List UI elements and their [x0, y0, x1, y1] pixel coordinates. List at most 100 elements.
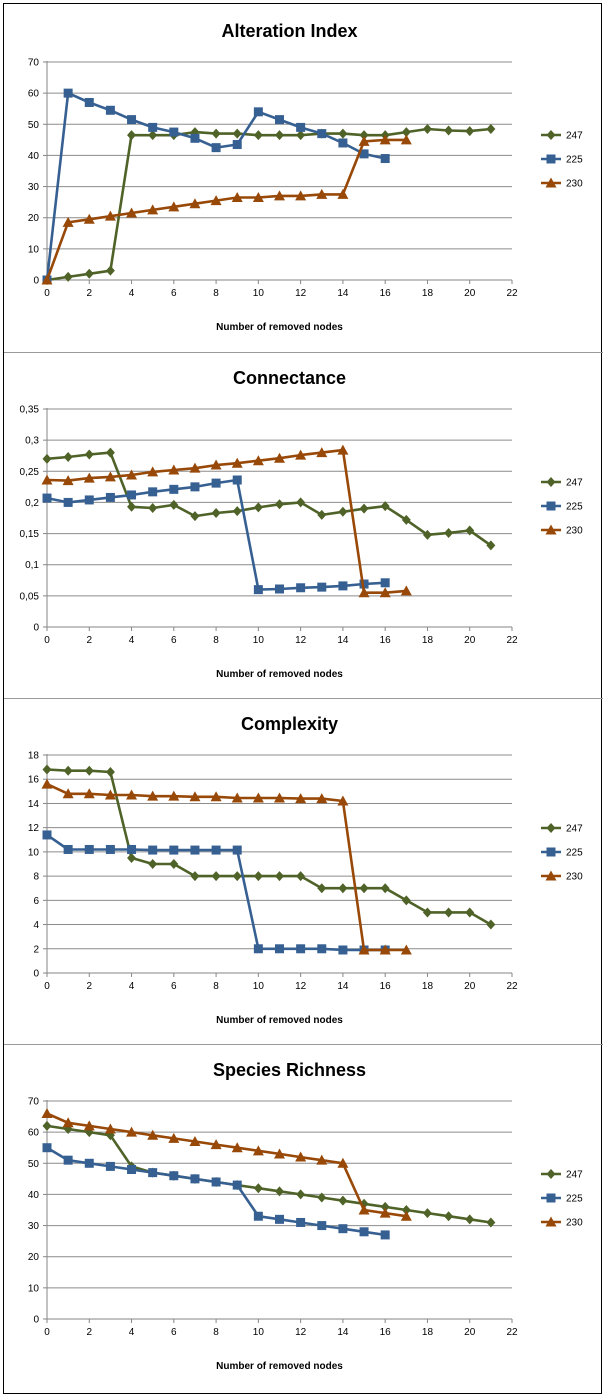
data-point-230 — [316, 188, 328, 199]
series-230 — [41, 778, 412, 955]
data-point-230 — [147, 204, 159, 215]
x-tick-label: 16 — [380, 1327, 392, 1338]
data-point-225 — [317, 129, 327, 139]
data-point-247 — [253, 130, 263, 141]
y-tick-label: 10 — [28, 847, 40, 858]
legend-marker-230 — [545, 177, 557, 188]
y-tick-label: 10 — [28, 1283, 40, 1294]
data-point-247 — [465, 907, 475, 918]
data-point-230 — [295, 1151, 307, 1162]
y-tick-label: 20 — [28, 213, 40, 224]
legend-label: 225 — [566, 155, 583, 166]
y-tick-label: 70 — [28, 1097, 40, 1108]
data-point-230 — [189, 1135, 201, 1146]
series-line-247 — [46, 1124, 492, 1224]
y-tick-label: 40 — [28, 151, 40, 162]
y-tick-label: 0,35 — [20, 405, 40, 416]
x-tick-label: 14 — [337, 635, 349, 646]
x-tick-label: 14 — [337, 981, 349, 992]
data-point-225 — [317, 944, 327, 954]
data-point-225 — [380, 1230, 390, 1240]
data-point-225 — [148, 487, 158, 497]
data-point-225 — [338, 945, 348, 955]
data-point-247 — [338, 1195, 348, 1206]
data-point-230 — [379, 1207, 391, 1218]
data-point-247 — [127, 130, 137, 141]
data-point-225 — [105, 844, 115, 854]
data-point-230 — [231, 191, 243, 202]
data-point-225 — [169, 127, 179, 137]
legend-label: 225 — [566, 502, 583, 513]
data-point-247 — [275, 130, 284, 141]
data-point-247 — [465, 126, 475, 137]
data-point-247 — [190, 871, 200, 882]
data-point-247 — [211, 128, 221, 139]
data-point-230 — [41, 274, 53, 285]
legend-marker-247 — [546, 477, 556, 487]
data-point-247 — [253, 871, 263, 882]
data-point-225 — [232, 140, 242, 150]
panel-divider — [4, 698, 603, 699]
data-point-247 — [296, 871, 306, 882]
legend-marker-225 — [546, 1193, 556, 1203]
x-tick-label: 20 — [464, 981, 476, 992]
x-tick-label: 6 — [171, 1327, 177, 1338]
y-tick-label: 8 — [33, 872, 39, 883]
data-point-225 — [253, 585, 263, 595]
data-point-247 — [127, 852, 137, 863]
data-point-230 — [400, 585, 412, 596]
panel-divider — [4, 352, 603, 353]
data-point-225 — [275, 1214, 284, 1224]
x-tick-label: 2 — [86, 288, 92, 299]
data-point-230 — [337, 795, 349, 806]
data-point-230 — [41, 1107, 53, 1118]
x-tick-label: 2 — [86, 1327, 92, 1338]
data-point-225 — [232, 845, 242, 855]
data-point-225 — [63, 1155, 73, 1165]
legend-item-230: 230 — [541, 870, 583, 883]
data-point-225 — [359, 149, 369, 159]
x-tick-label: 0 — [44, 288, 50, 299]
data-point-247 — [465, 1214, 475, 1225]
x-axis-label: Number of removed nodes — [216, 322, 343, 333]
data-point-230 — [62, 788, 74, 799]
data-point-230 — [83, 213, 95, 224]
data-point-247 — [444, 907, 454, 918]
data-point-247 — [317, 509, 327, 520]
data-point-230 — [337, 188, 349, 199]
data-point-225 — [190, 1174, 200, 1184]
x-tick-label: 22 — [506, 288, 518, 299]
data-point-230 — [274, 792, 285, 803]
data-point-225 — [63, 844, 73, 854]
data-point-230 — [379, 587, 391, 598]
x-axis-label: Number of removed nodes — [216, 1361, 343, 1372]
x-tick-label: 16 — [380, 981, 392, 992]
data-point-247 — [169, 499, 179, 510]
x-tick-label: 20 — [464, 1327, 476, 1338]
series-line-247 — [46, 768, 492, 926]
data-point-225 — [148, 1168, 158, 1178]
data-point-247 — [465, 525, 475, 536]
series-line-247 — [46, 127, 492, 282]
y-tick-label: 0,25 — [20, 467, 40, 478]
connectance-chart: Connectance 0 0,05 0,1 0,15 0,2 0,25 0,3 0,35 0 2 4… — [4, 352, 603, 697]
legend-marker-230 — [545, 524, 557, 535]
legend-item-230: 230 — [541, 1216, 583, 1229]
x-tick-label: 22 — [506, 635, 518, 646]
x-tick-label: 8 — [213, 981, 219, 992]
y-tick-label: 30 — [28, 182, 40, 193]
data-point-230 — [295, 190, 307, 201]
data-point-225 — [338, 1224, 348, 1234]
data-point-247 — [84, 1127, 94, 1138]
x-tick-label: 4 — [129, 635, 135, 646]
data-point-230 — [252, 1145, 264, 1156]
chart-svg: Species Richness 0 10 20 30 40 50 60 70 0 2 4 6 8 10 12… — [28, 1060, 583, 1372]
data-point-230 — [295, 449, 307, 460]
data-point-247 — [42, 453, 52, 464]
data-point-230 — [147, 790, 159, 801]
data-point-230 — [252, 455, 264, 466]
data-point-247 — [401, 127, 411, 138]
data-point-230 — [147, 1129, 159, 1140]
y-tick-label: 0,2 — [25, 498, 39, 509]
